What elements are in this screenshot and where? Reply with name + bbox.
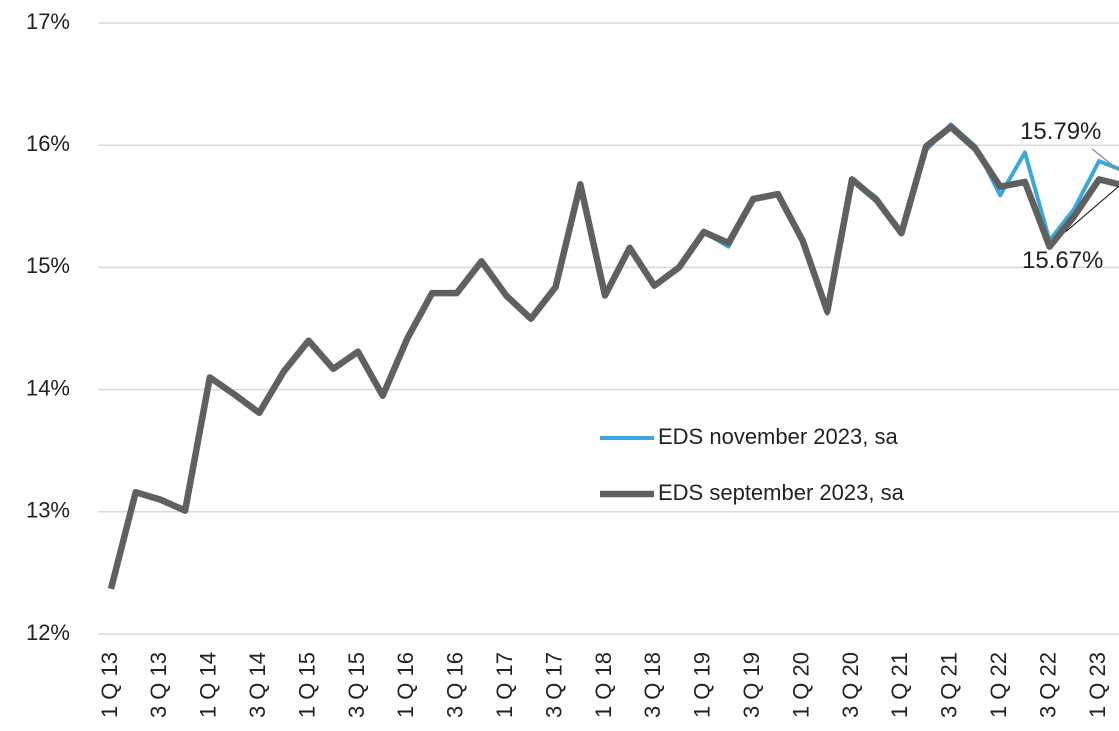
x-tick-label: 3 Q 20 xyxy=(838,652,863,718)
x-tick-label: 3 Q 21 xyxy=(937,652,962,718)
y-tick-label: 12% xyxy=(26,620,70,645)
x-tick-label: 3 Q 14 xyxy=(245,652,270,718)
x-tick-label: 3 Q 13 xyxy=(146,652,171,718)
y-tick-label: 15% xyxy=(26,253,70,278)
leader-line xyxy=(1065,185,1119,232)
x-tick-label: 1 Q 19 xyxy=(690,652,715,718)
legend-label: EDS september 2023, sa xyxy=(658,480,905,505)
x-tick-label: 3 Q 16 xyxy=(443,652,468,718)
x-tick-label: 3 Q 17 xyxy=(541,652,566,718)
y-tick-label: 16% xyxy=(26,131,70,156)
x-tick-label: 3 Q 18 xyxy=(640,652,665,718)
x-tick-label: 1 Q 20 xyxy=(788,652,813,718)
x-tick-label: 1 Q 14 xyxy=(196,652,221,718)
y-tick-label: 14% xyxy=(26,375,70,400)
x-tick-label: 1 Q 13 xyxy=(97,652,122,718)
x-tick-label: 1 Q 17 xyxy=(492,652,517,718)
y-tick-label: 17% xyxy=(26,9,70,34)
legend-label: EDS november 2023, sa xyxy=(658,424,898,449)
x-tick-label: 1 Q 21 xyxy=(887,652,912,718)
x-tick-label: 1 Q 16 xyxy=(393,652,418,718)
leader-line xyxy=(1091,148,1119,172)
x-tick-label: 3 Q 22 xyxy=(1035,652,1060,718)
x-tick-label: 3 Q 15 xyxy=(344,652,369,718)
line-series xyxy=(107,123,1119,590)
x-tick-label: 1 Q 22 xyxy=(986,652,1011,718)
x-tick-label: 1 Q 23 xyxy=(1085,652,1110,718)
x-tick-label: 3 Q 19 xyxy=(739,652,764,718)
data-label: 15.67% xyxy=(1022,247,1103,274)
x-tick-label: 1 Q 18 xyxy=(591,652,616,718)
x-tick-label: 1 Q 15 xyxy=(294,652,319,718)
data-label: 15.79% xyxy=(1020,118,1101,145)
line-series xyxy=(109,122,1119,590)
y-tick-label: 13% xyxy=(26,498,70,523)
